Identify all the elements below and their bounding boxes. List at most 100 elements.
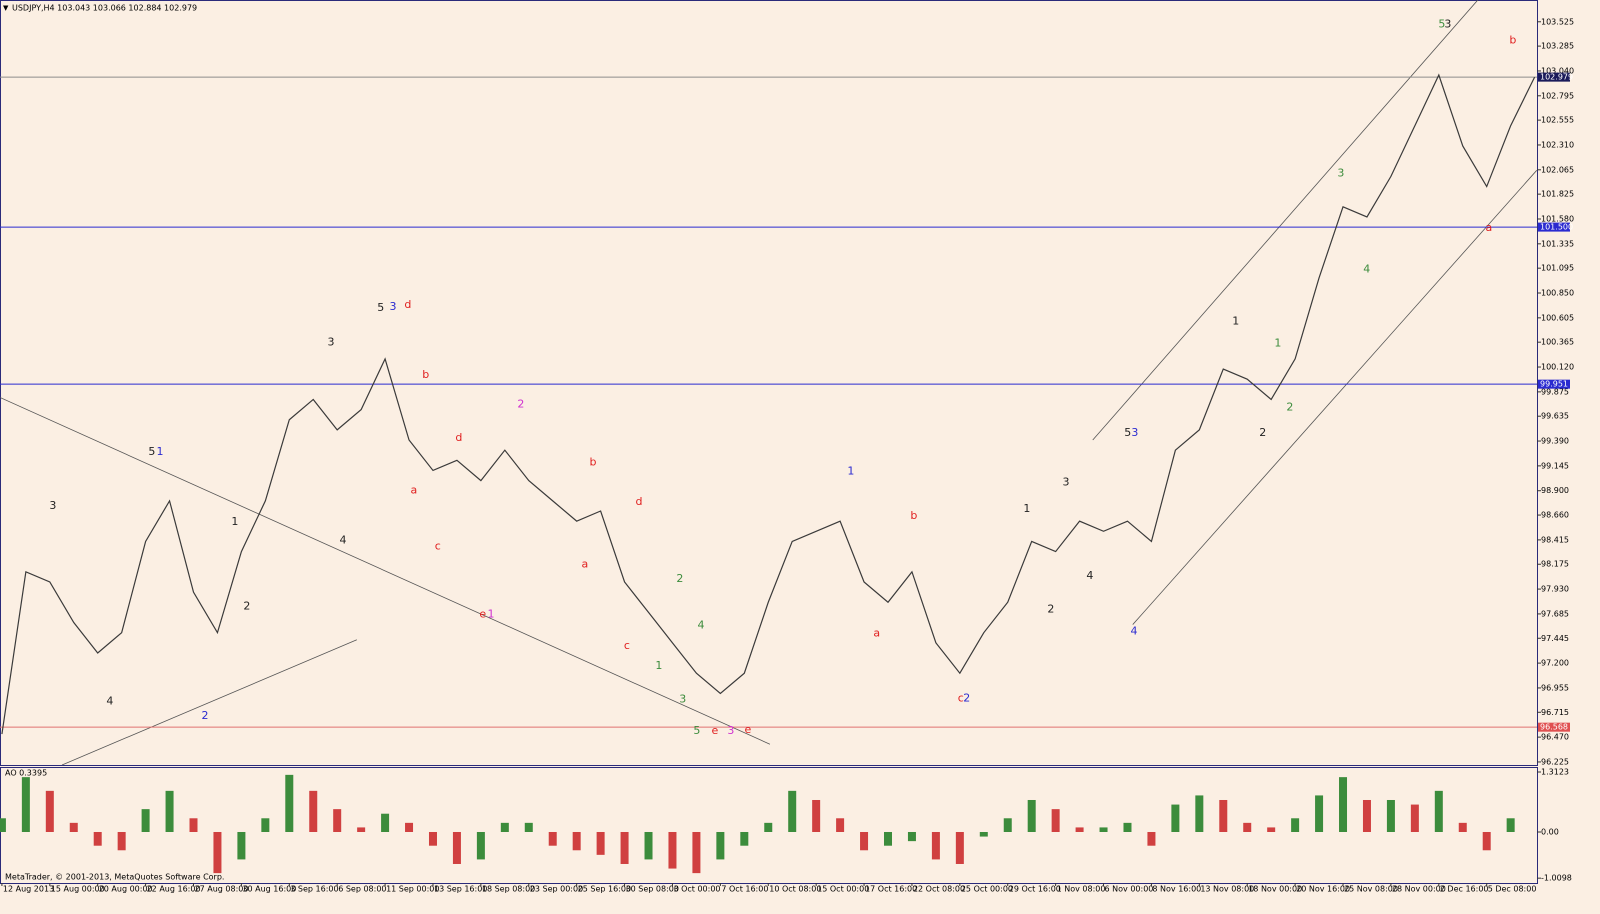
ao-bar	[428, 831, 437, 846]
wave-label: 1	[847, 464, 854, 477]
wave-label: b	[910, 509, 917, 522]
chart-title: USDJPY,H4 103.043 103.066 102.884 102.97…	[12, 4, 197, 13]
ao-bar	[548, 831, 557, 846]
y-tick-label: 99.635	[1541, 412, 1569, 421]
wave-label: b	[589, 455, 596, 468]
ao-bar	[620, 831, 629, 864]
ao-bar	[1291, 818, 1300, 832]
wave-label: 4	[1086, 569, 1093, 582]
wave-label: 5	[148, 445, 155, 458]
y-tick-label: 99.875	[1541, 387, 1569, 396]
ao-bar	[572, 831, 581, 851]
trend-line	[61, 639, 357, 766]
wave-label: 4	[106, 695, 113, 708]
wave-label: 3	[679, 693, 686, 706]
x-tick-label: 15 Oct 00:00	[817, 885, 869, 894]
y-tick-label: 1.3123	[1541, 768, 1569, 777]
wave-label: 5	[1124, 426, 1131, 439]
x-tick-label: 30 Sep 08:00	[626, 885, 679, 894]
ao-bar	[692, 831, 701, 874]
x-tick-label: 20 Nov 16:00	[1296, 885, 1350, 894]
ao-bar	[405, 822, 414, 832]
ao-bar	[1267, 827, 1276, 832]
y-tick-label: 101.335	[1541, 239, 1574, 248]
x-tick-label: 5 Dec 08:00	[1488, 885, 1537, 894]
ao-bar	[213, 831, 222, 874]
y-tick-label: 102.795	[1541, 91, 1574, 100]
y-tick-label: 99.390	[1541, 437, 1569, 446]
ao-bar	[860, 831, 869, 851]
y-tick-label: 98.175	[1541, 560, 1569, 569]
wave-label: 4	[697, 619, 704, 632]
price-label: 99.951	[1540, 380, 1568, 389]
trend-line	[1132, 170, 1538, 625]
price-label: 96.568	[1540, 723, 1568, 732]
trend-line	[1092, 0, 1479, 441]
x-tick-label: 6 Sep 08:00	[338, 885, 386, 894]
wave-label: 4	[1363, 263, 1370, 276]
x-tick-label: 22 Oct 08:00	[913, 885, 965, 894]
y-tick-label: 96.225	[1541, 757, 1569, 766]
x-tick-label: 1 Nov 08:00	[1057, 885, 1106, 894]
ao-bar	[1506, 818, 1515, 832]
wave-label: d	[404, 298, 411, 311]
ao-bar	[1458, 822, 1467, 832]
wave-label: a	[1485, 221, 1492, 234]
x-tick-label: 20 Aug 00:00	[99, 885, 153, 894]
wave-label: 3	[327, 336, 334, 349]
wave-label: d	[455, 431, 462, 444]
wave-label: 3	[1337, 166, 1344, 179]
ao-bar	[117, 831, 126, 851]
wave-label: 2	[1286, 401, 1293, 414]
ao-bar	[1410, 804, 1419, 832]
ao-bar	[668, 831, 677, 869]
y-tick-label: 98.900	[1541, 486, 1569, 495]
ao-bar	[764, 822, 773, 832]
ao-bar	[907, 831, 916, 842]
wave-label: d	[635, 495, 642, 508]
wave-label: 4	[339, 533, 346, 546]
ao-bar	[1171, 804, 1180, 832]
ao-bar	[1027, 799, 1036, 832]
ao-bar	[1075, 827, 1084, 832]
x-tick-label: 30 Aug 16:00	[242, 885, 296, 894]
ao-bar	[1386, 799, 1395, 832]
wave-label: 3	[727, 724, 734, 737]
wave-label: 5	[1438, 17, 1445, 30]
ao-bar	[931, 831, 940, 860]
ao-bar	[237, 831, 246, 860]
x-tick-label: 27 Aug 08:00	[195, 885, 249, 894]
ao-bar	[524, 822, 533, 832]
ao-bar	[1051, 809, 1060, 832]
ao-bar	[1003, 818, 1012, 832]
y-tick-label: 0.00	[1541, 827, 1559, 836]
wave-label: 5	[693, 724, 700, 737]
x-tick-label: 6 Nov 00:00	[1105, 885, 1154, 894]
y-tick-label: 98.415	[1541, 535, 1569, 544]
wave-label: 1	[231, 515, 238, 528]
y-tick-label: 100.120	[1541, 363, 1574, 372]
wave-label: c	[624, 639, 630, 652]
y-tick-label: -1.0098	[1541, 874, 1572, 883]
ao-bar	[1099, 827, 1108, 832]
wave-label: a	[410, 484, 417, 497]
price-panel-frame	[0, 0, 1538, 766]
ao-bar	[261, 818, 270, 832]
price-label-box	[1538, 722, 1570, 732]
wave-label: e	[479, 607, 486, 620]
footer: MetaTrader, © 2001-2013, MetaQuotes Soft…	[5, 873, 224, 882]
wave-label: 4	[1130, 625, 1137, 638]
price-line	[1, 73, 1536, 735]
x-tick-label: 23 Sep 00:00	[530, 885, 583, 894]
price-label-box	[1538, 379, 1570, 389]
x-tick-label: 25 Sep 16:00	[578, 885, 631, 894]
y-tick-label: 102.310	[1541, 140, 1574, 149]
y-tick-label: 98.660	[1541, 511, 1569, 520]
y-tick-label: 102.065	[1541, 165, 1574, 174]
price-label: 102.979	[1540, 73, 1573, 82]
x-tick-label: 3 Oct 00:00	[673, 885, 720, 894]
x-tick-label: 13 Sep 16:00	[434, 885, 487, 894]
ao-bar	[500, 822, 509, 832]
y-tick-label: 101.580	[1541, 214, 1574, 223]
symbol-menu[interactable]: ▼	[3, 4, 9, 12]
